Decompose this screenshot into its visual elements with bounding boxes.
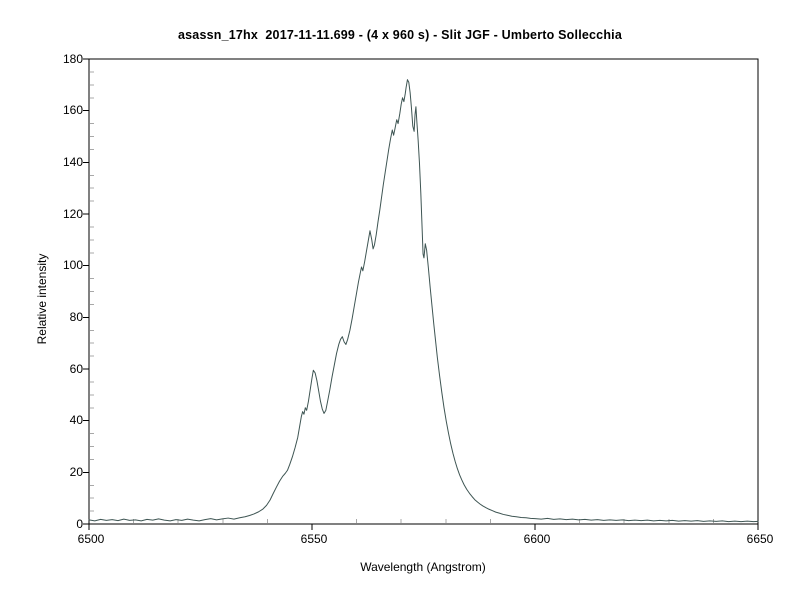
y-tick-label: 80	[69, 310, 83, 324]
plot-frame	[88, 58, 759, 525]
y-tick-label: 120	[62, 207, 83, 221]
x-tick-label: 6500	[77, 532, 105, 546]
spectrum-line	[88, 79, 759, 523]
y-tick-label: 160	[62, 103, 83, 117]
y-tick-label: 60	[69, 362, 83, 376]
y-tick-label: 20	[69, 465, 83, 479]
x-tick-label: 6550	[300, 532, 328, 546]
y-tick-label: 100	[62, 258, 83, 272]
y-tick-label: 0	[76, 517, 83, 531]
y-tick-label: 140	[62, 155, 83, 169]
x-axis-title: Wavelength (Angstrom)	[360, 560, 486, 574]
y-axis-title: Relative intensity	[35, 253, 49, 345]
y-tick-label: 180	[62, 52, 83, 66]
x-tick-label: 6650	[746, 532, 774, 546]
y-tick-label: 40	[69, 413, 83, 427]
chart-title: asassn_17hx 2017-11-11.699 - (4 x 960 s)…	[178, 28, 622, 42]
x-tick-label: 6600	[523, 532, 551, 546]
